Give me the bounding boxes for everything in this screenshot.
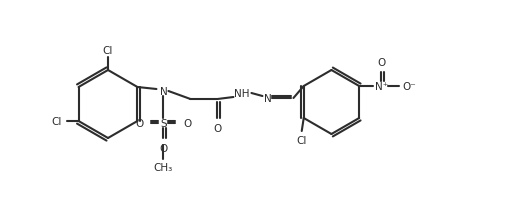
Text: N: N [264, 94, 271, 103]
Text: O⁻: O⁻ [402, 82, 416, 92]
Text: NH: NH [234, 89, 249, 99]
Text: O: O [377, 58, 385, 68]
Text: O: O [135, 118, 144, 128]
Text: S: S [160, 118, 167, 128]
Text: N: N [160, 86, 167, 96]
Text: N⁺: N⁺ [374, 82, 388, 92]
Text: Cl: Cl [297, 135, 307, 145]
Text: O: O [213, 123, 221, 133]
Text: Cl: Cl [103, 46, 113, 56]
Text: O: O [183, 118, 192, 128]
Text: O: O [160, 143, 168, 153]
Text: CH₃: CH₃ [154, 162, 173, 172]
Text: Cl: Cl [51, 116, 62, 126]
